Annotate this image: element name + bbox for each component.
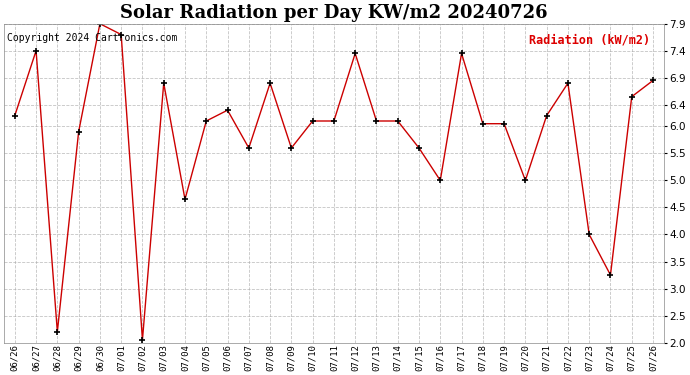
Text: Radiation (kW/m2): Radiation (kW/m2) [529, 33, 651, 46]
Text: Copyright 2024 Cartronics.com: Copyright 2024 Cartronics.com [8, 33, 178, 43]
Title: Solar Radiation per Day KW/m2 20240726: Solar Radiation per Day KW/m2 20240726 [120, 4, 548, 22]
